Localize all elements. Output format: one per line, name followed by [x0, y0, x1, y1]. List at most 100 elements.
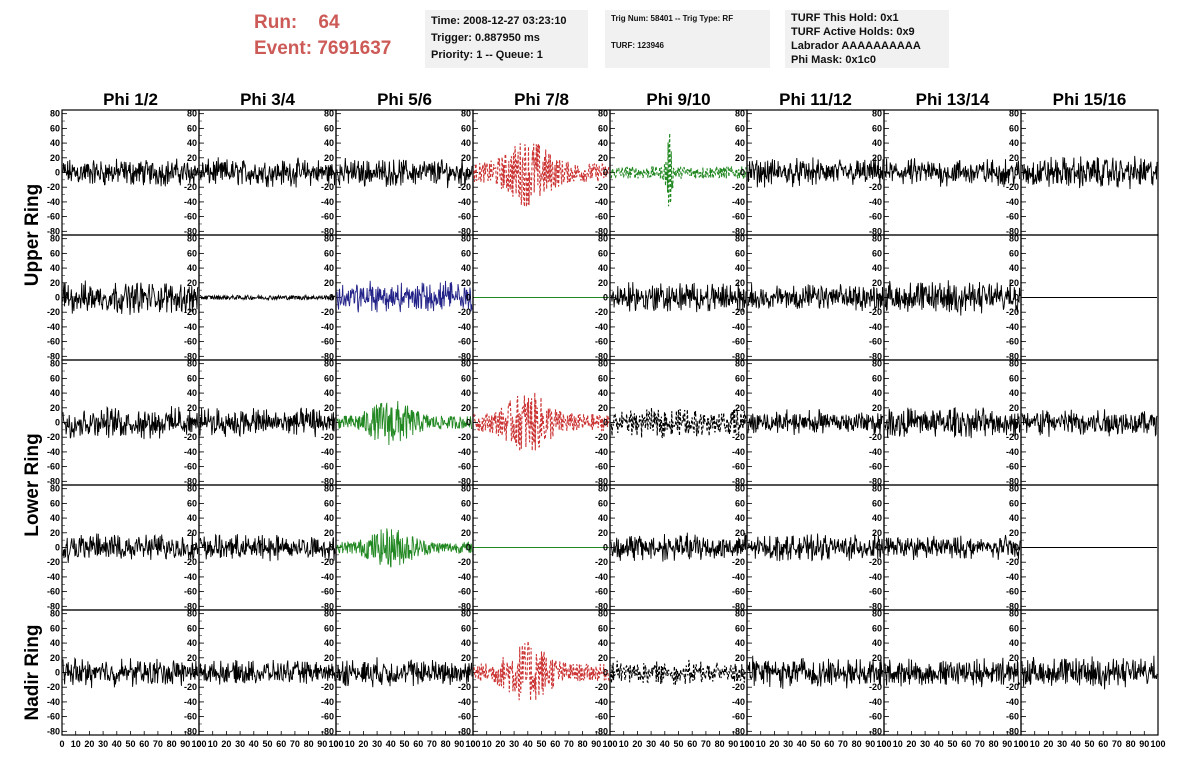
x-tick-label: 10: [619, 739, 629, 749]
y-tick-label: -80: [47, 601, 60, 611]
y-tick-label: -60: [458, 587, 471, 597]
y-tick-label: 60: [1009, 248, 1019, 258]
y-tick-label: 40: [1009, 513, 1019, 523]
y-tick-label: 40: [461, 138, 471, 148]
x-tick-label: 50: [536, 739, 546, 749]
waveform-3-0: [62, 532, 199, 563]
time-text: Time: 2008-12-27 03:23:10: [431, 15, 567, 27]
x-tick-label: 100: [739, 739, 754, 749]
y-tick-label: 60: [324, 623, 334, 633]
waveform-1-2: [336, 280, 473, 313]
y-tick-label: -20: [47, 182, 60, 192]
y-tick-label: -60: [321, 587, 334, 597]
x-tick-label: 10: [345, 739, 355, 749]
y-tick-label: 60: [50, 498, 60, 508]
y-tick-label: -80: [184, 601, 197, 611]
waveform-1-1: [199, 293, 336, 302]
y-tick-label: -40: [869, 447, 882, 457]
y-tick-label: -20: [184, 307, 197, 317]
y-tick-label: 20: [50, 403, 60, 413]
y-tick-label: 60: [324, 248, 334, 258]
y-tick-label: 40: [324, 638, 334, 648]
y-tick-label: 40: [598, 263, 608, 273]
y-tick-label: 20: [1009, 403, 1019, 413]
y-tick-label: -60: [595, 712, 608, 722]
y-tick-label: 20: [324, 403, 334, 413]
y-tick-label: 80: [1009, 484, 1019, 494]
y-tick-label: -80: [47, 351, 60, 361]
x-tick-label: 100: [876, 739, 891, 749]
y-tick-label: 0: [55, 418, 60, 428]
y-tick-label: 60: [50, 123, 60, 133]
ring-label-1: Lower Ring: [22, 433, 43, 536]
y-tick-label: -60: [321, 712, 334, 722]
y-tick-label: 80: [735, 609, 745, 619]
x-tick-label: 80: [167, 739, 177, 749]
waveform-2-0: [62, 405, 199, 440]
y-tick-label: -80: [732, 476, 745, 486]
y-tick-label: 60: [461, 373, 471, 383]
y-tick-label: -20: [869, 432, 882, 442]
y-tick-label: 80: [735, 234, 745, 244]
y-tick-label: -40: [47, 447, 60, 457]
y-tick-label: -20: [869, 307, 882, 317]
y-tick-label: 40: [187, 513, 197, 523]
y-tick-label: -80: [458, 476, 471, 486]
y-tick-label: 60: [598, 373, 608, 383]
y-tick-label: 0: [603, 293, 608, 303]
y-tick-label: 20: [735, 153, 745, 163]
y-tick-label: -60: [184, 462, 197, 472]
y-tick-label: 20: [735, 653, 745, 663]
y-tick-label: -40: [595, 572, 608, 582]
y-tick-label: 60: [187, 623, 197, 633]
y-tick-label: 60: [1009, 498, 1019, 508]
y-tick-label: -20: [47, 307, 60, 317]
y-tick-label: 40: [1009, 388, 1019, 398]
y-tick-label: 60: [598, 248, 608, 258]
column-header-5: Phi 11/12: [779, 90, 852, 109]
y-tick-label: 60: [187, 248, 197, 258]
y-tick-label: 40: [50, 638, 60, 648]
x-tick-label: 40: [934, 739, 944, 749]
turf-active-text: TURF Active Holds: 0x9: [791, 26, 915, 38]
y-tick-label: -60: [595, 462, 608, 472]
waveform-3-1: [199, 533, 336, 562]
y-tick-label: -40: [458, 697, 471, 707]
y-tick-label: -20: [321, 432, 334, 442]
y-tick-label: -20: [184, 432, 197, 442]
y-tick-label: 60: [50, 248, 60, 258]
y-tick-label: -40: [321, 197, 334, 207]
y-tick-label: 0: [466, 168, 471, 178]
y-tick-label: -60: [595, 587, 608, 597]
x-tick-label: 40: [386, 739, 396, 749]
y-tick-label: 80: [50, 109, 60, 119]
x-tick-label: 10: [482, 739, 492, 749]
y-tick-label: 20: [872, 403, 882, 413]
y-tick-label: -40: [184, 447, 197, 457]
y-tick-label: -20: [184, 682, 197, 692]
y-tick-label: -80: [47, 476, 60, 486]
waveform-2-3: [473, 392, 610, 452]
y-tick-label: -40: [869, 572, 882, 582]
y-tick-label: -80: [458, 726, 471, 736]
time-info-box: Time: 2008-12-27 03:23:10 Trigger: 0.887…: [425, 10, 588, 68]
y-tick-label: 0: [1014, 293, 1019, 303]
column-header-2: Phi 5/6: [377, 90, 432, 109]
y-tick-label: 80: [187, 109, 197, 119]
y-tick-label: 20: [50, 278, 60, 288]
y-tick-label: -60: [47, 212, 60, 222]
y-tick-label: 40: [735, 638, 745, 648]
y-tick-label: -40: [595, 697, 608, 707]
trig-num-text: Trig Num: 58401 -- Trig Type: RF: [611, 14, 734, 23]
ring-label-0: Upper Ring: [22, 184, 43, 286]
y-tick-label: 80: [187, 484, 197, 494]
y-tick-label: 80: [598, 359, 608, 369]
x-tick-label: 80: [578, 739, 588, 749]
y-tick-label: -60: [458, 712, 471, 722]
y-tick-label: 0: [1014, 543, 1019, 553]
column-header-3: Phi 7/8: [514, 90, 569, 109]
y-tick-label: -60: [47, 462, 60, 472]
x-tick-label: 50: [399, 739, 409, 749]
x-tick-label: 100: [1150, 739, 1165, 749]
y-tick-label: -80: [1006, 226, 1019, 236]
